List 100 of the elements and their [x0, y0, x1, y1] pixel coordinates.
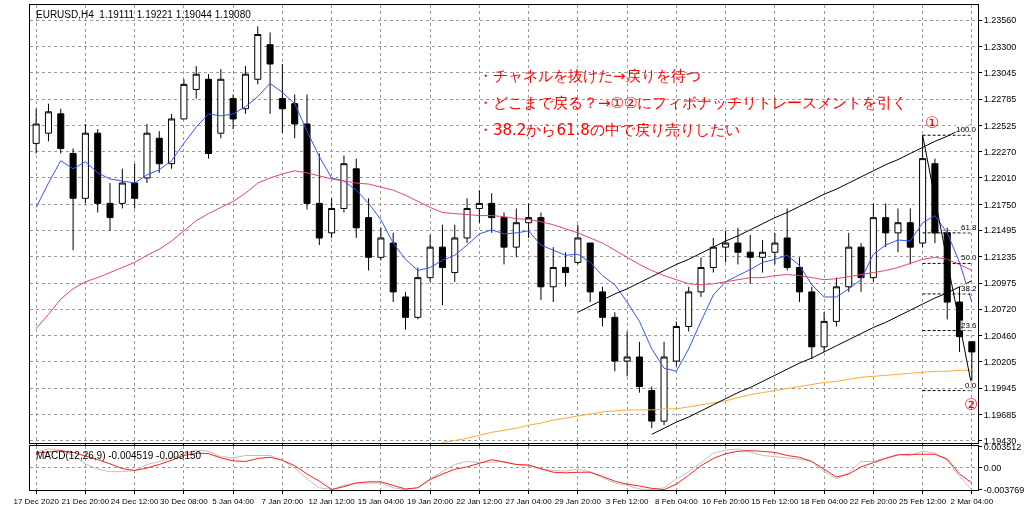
candlestick: [672, 320, 680, 367]
candlestick: [685, 286, 693, 333]
candlestick: [635, 341, 643, 394]
annotation: ・チャネルを抜けた→戻りを待つ: [478, 67, 701, 85]
annotation: 100.0: [956, 125, 977, 134]
x-tick-label: 3 Feb 12:00: [605, 496, 650, 506]
x-tick-label: 22 Jan 12:00: [456, 496, 504, 506]
candlestick: [832, 277, 840, 327]
candlestick: [426, 234, 434, 283]
annotation: 23.6: [961, 321, 978, 330]
y-tick-label: 1.22270: [983, 146, 1017, 157]
candlestick: [463, 197, 471, 244]
candlestick: [94, 128, 102, 214]
candlestick: [869, 202, 877, 283]
candlestick: [574, 224, 582, 265]
candlestick: [303, 94, 311, 210]
candlestick: [414, 266, 422, 320]
candlestick: [81, 123, 89, 204]
x-tick-label: 27 Jan 04:00: [505, 496, 553, 506]
candlestick: [229, 94, 237, 130]
y-tick-label: 1.23560: [983, 15, 1017, 26]
x-tick-label: 22 Feb 20:00: [849, 496, 898, 506]
candlestick: [894, 207, 902, 253]
annotation: 50.0: [961, 253, 978, 262]
candlestick: [611, 311, 619, 372]
y-tick-label: 1.21750: [983, 199, 1017, 210]
y-tick-label: 1.23300: [983, 41, 1017, 52]
y-tick-label: 1.20975: [983, 278, 1017, 289]
x-tick-label: 21 Dec 20:00: [61, 496, 110, 506]
y-tick-label: 1.23045: [983, 67, 1017, 78]
candlestick: [44, 103, 52, 142]
y-tick-label: 1.21235: [983, 251, 1017, 262]
y-tick-label: 1.19945: [983, 383, 1017, 394]
annotation: 61.8: [961, 223, 978, 232]
y-tick-label: 1.22010: [983, 173, 1017, 184]
candlestick: [623, 331, 631, 377]
candlestick: [192, 65, 200, 100]
y-tick-label: 1.20720: [983, 304, 1017, 315]
y-tick-label: 1.21495: [983, 225, 1017, 236]
y-tick-label: 1.22785: [983, 94, 1017, 105]
candlestick: [537, 212, 545, 301]
candlestick: [562, 251, 570, 288]
candlestick: [131, 163, 139, 209]
candlestick: [660, 341, 668, 426]
chart-title: EURUSD,H4 1.19111 1.19221 1.19044 1.19080: [36, 9, 252, 20]
candlestick: [180, 78, 188, 120]
candlestick: [315, 153, 323, 246]
candlestick: [808, 286, 816, 360]
candlestick: [352, 158, 360, 239]
candlestick: [783, 207, 791, 272]
candlestick: [365, 197, 373, 272]
y-tick-label: 1.20460: [983, 330, 1017, 341]
x-tick-label: 24 Dec 12:00: [110, 496, 159, 506]
candlestick: [32, 108, 40, 155]
annotation: 0.0: [965, 381, 977, 390]
candlestick: [697, 256, 705, 298]
candlestick: [254, 25, 262, 85]
candlestick: [143, 123, 151, 184]
candlestick: [118, 168, 126, 209]
x-tick-label: 2 Mar 04:00: [950, 496, 994, 506]
candlestick: [377, 227, 385, 261]
candlestick: [586, 242, 594, 303]
candlestick: [389, 232, 397, 303]
candlestick: [549, 246, 557, 303]
annotation: ・38.2から61.8の中で戻り売りしたい: [478, 121, 740, 139]
y-tick-label: 1.20205: [983, 356, 1017, 367]
candlestick: [217, 68, 225, 139]
x-tick-label: 30 Dec 08:00: [160, 496, 209, 506]
annotation: ・どこまで戻る？→①②にフィボナッチリトレースメントを引く: [478, 94, 908, 112]
candlestick: [278, 63, 286, 134]
candlestick: [845, 232, 853, 293]
x-tick-label: 25 Feb 12:00: [899, 496, 947, 506]
candlestick: [241, 65, 249, 115]
candlestick: [906, 207, 914, 265]
y-tick-label: 0.00: [983, 462, 1002, 473]
candlestick: [857, 242, 865, 293]
x-tick-label: 19 Jan 20:00: [407, 496, 454, 506]
x-tick-label: 12 Jan 12:00: [308, 496, 356, 506]
candlestick: [106, 182, 114, 232]
x-tick-label: 29 Jan 20:00: [554, 496, 602, 506]
x-tick-label: 15 Feb 12:00: [751, 496, 799, 506]
candlestick: [734, 227, 742, 265]
y-tick-label: 1.22525: [983, 120, 1017, 131]
candlestick: [488, 192, 496, 234]
candlestick: [771, 232, 779, 265]
candlestick: [57, 108, 65, 155]
x-tick-label: 17 Dec 2020: [13, 496, 60, 506]
candlestick: [168, 113, 176, 170]
candlestick: [882, 202, 890, 248]
annotation: ①: [925, 113, 940, 132]
x-tick-label: 5 Jan 04:00: [212, 496, 255, 506]
candlestick: [401, 291, 410, 331]
candlestick: [266, 31, 274, 115]
annotation: ②: [964, 395, 979, 414]
x-tick-label: 8 Feb 04:00: [655, 496, 699, 506]
x-tick-label: 15 Jan 04:00: [357, 496, 405, 506]
candlestick: [820, 311, 828, 353]
annotation: 38.2: [961, 284, 978, 293]
candlestick: [746, 234, 754, 285]
y-tick-label: -0.003769: [983, 485, 1024, 496]
